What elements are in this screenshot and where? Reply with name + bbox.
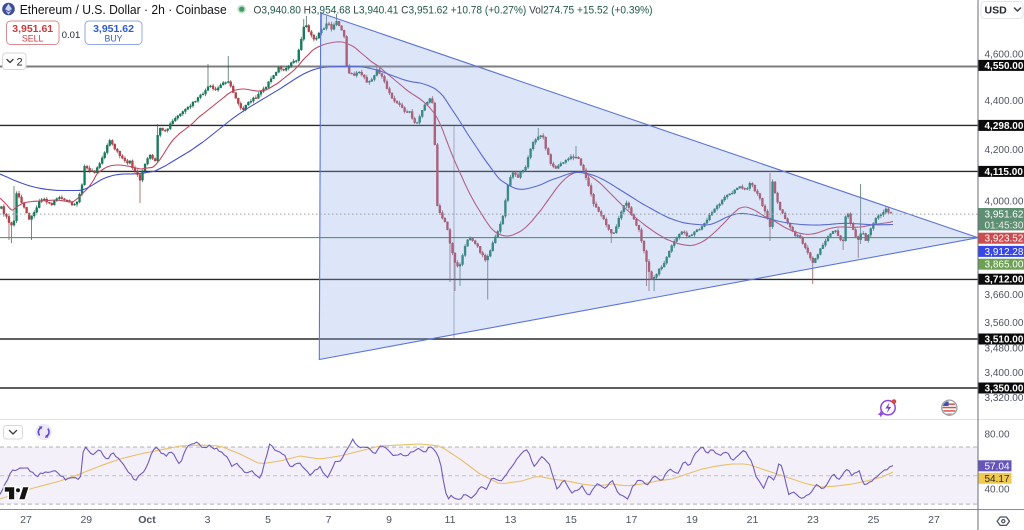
svg-text:21: 21 <box>747 514 759 526</box>
svg-text:3,660.00: 3,660.00 <box>985 290 1024 301</box>
svg-text:3: 3 <box>205 514 211 526</box>
svg-text:SELL: SELL <box>22 34 44 44</box>
svg-text:4,298.00: 4,298.00 <box>985 121 1024 132</box>
svg-text:17: 17 <box>626 514 638 526</box>
svg-text:2: 2 <box>17 57 23 69</box>
svg-text:7: 7 <box>326 514 332 526</box>
svg-text:4,400.00: 4,400.00 <box>985 96 1024 107</box>
svg-text:25: 25 <box>868 514 880 526</box>
svg-text:3,912.28: 3,912.28 <box>985 247 1024 258</box>
svg-text:27: 27 <box>928 514 940 526</box>
svg-text:BUY: BUY <box>104 34 122 44</box>
svg-text:USD: USD <box>985 4 1008 16</box>
svg-text:11: 11 <box>445 514 456 526</box>
svg-text:4,115.00: 4,115.00 <box>985 167 1024 178</box>
svg-text:80.00: 80.00 <box>985 430 1010 441</box>
svg-text:4,600.00: 4,600.00 <box>985 50 1024 61</box>
svg-text:Ethereum / U.S. Dollar · 2h ·: Ethereum / U.S. Dollar · 2h · Coinbase <box>20 3 227 17</box>
svg-text:3,510.00: 3,510.00 <box>985 335 1024 346</box>
svg-text:27: 27 <box>20 514 32 526</box>
svg-text:3,400.00: 3,400.00 <box>985 368 1024 379</box>
svg-text:3,480.00: 3,480.00 <box>985 343 1024 354</box>
svg-text:23: 23 <box>807 514 819 526</box>
svg-text:Oct: Oct <box>138 514 156 526</box>
svg-text:40.00: 40.00 <box>985 485 1010 496</box>
svg-text:3,320.00: 3,320.00 <box>985 393 1024 404</box>
svg-text:57.04: 57.04 <box>985 461 1010 472</box>
svg-text:19: 19 <box>686 514 698 526</box>
svg-text:15: 15 <box>565 514 577 526</box>
svg-text:3,951.62: 3,951.62 <box>93 23 134 35</box>
svg-text:O3,940.80 H3,954.68 L3,940.4: O3,940.80 H3,954.68 L3,940.41 C3,951.62 … <box>254 5 653 17</box>
svg-text:3,865.00: 3,865.00 <box>985 260 1024 271</box>
svg-text:5: 5 <box>265 514 271 526</box>
svg-text:54.17: 54.17 <box>985 474 1010 485</box>
svg-text:3,951.62: 3,951.62 <box>985 210 1024 221</box>
svg-text:0.01: 0.01 <box>62 30 81 41</box>
svg-text:3,350.00: 3,350.00 <box>985 384 1024 395</box>
svg-text:4,550.00: 4,550.00 <box>985 61 1024 72</box>
svg-text:01:45:30: 01:45:30 <box>985 220 1024 231</box>
svg-text:3,560.00: 3,560.00 <box>985 318 1024 329</box>
svg-text:3,923.52: 3,923.52 <box>985 234 1024 245</box>
svg-text:4,200.00: 4,200.00 <box>985 145 1024 156</box>
svg-text:3,951.61: 3,951.61 <box>12 23 53 35</box>
svg-text:4,000.00: 4,000.00 <box>985 197 1024 208</box>
svg-text:29: 29 <box>80 514 92 526</box>
svg-text:9: 9 <box>386 514 392 526</box>
svg-text:3,712.00: 3,712.00 <box>985 275 1024 286</box>
svg-text:13: 13 <box>505 514 517 526</box>
